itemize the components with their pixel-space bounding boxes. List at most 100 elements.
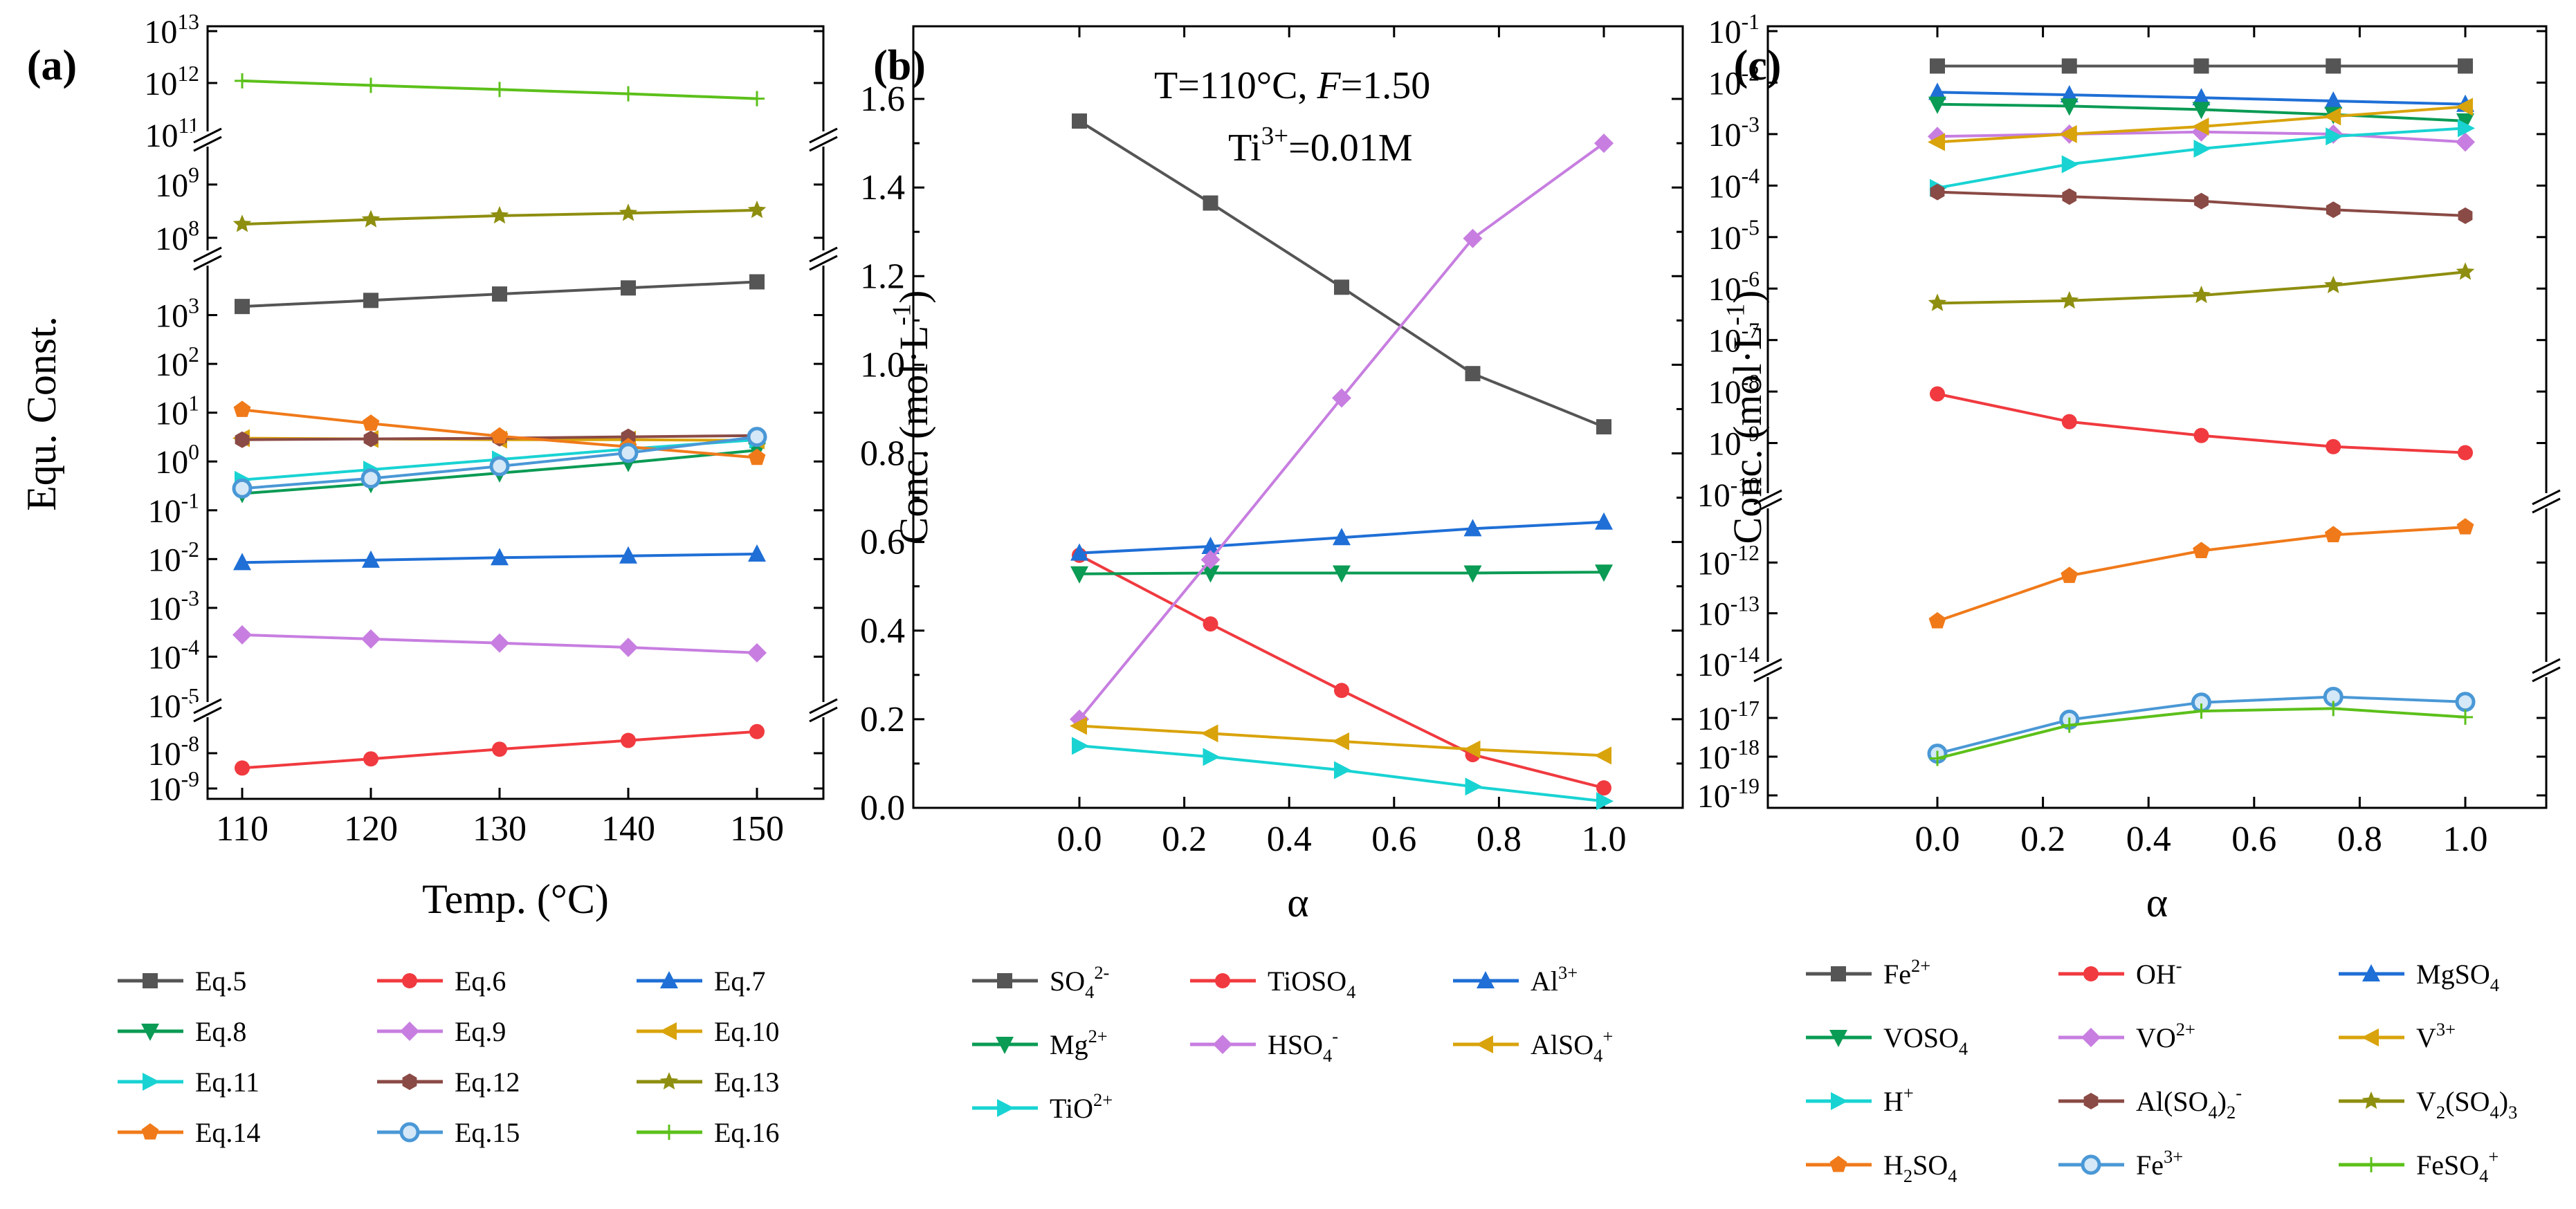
data-point <box>1070 566 1088 584</box>
data-point <box>1334 683 1349 699</box>
data-point <box>2456 132 2475 152</box>
data-point <box>619 203 638 221</box>
legend-label: TiOSO4​ <box>1268 966 1355 1002</box>
panel-b-ylabel: Conc. (mol·L-1​) <box>888 290 936 544</box>
legend-label: Eq.7 <box>714 966 765 997</box>
data-point <box>1928 82 1946 100</box>
panel-c-xlabel: α <box>2146 880 2168 925</box>
data-point <box>1595 512 1613 530</box>
series-fe2- <box>1930 58 2473 74</box>
data-point <box>1203 616 1218 632</box>
axis-break-slash <box>809 255 838 271</box>
legend-entry: TiO2+​ <box>972 1089 1113 1124</box>
data-point <box>1463 519 1482 537</box>
legend-swatch-marker <box>1477 971 1495 988</box>
legend-entry: Eq.13 <box>637 1067 779 1098</box>
data-point <box>749 723 765 739</box>
data-point <box>1594 746 1611 765</box>
axis-break-mark <box>808 698 839 723</box>
legend-entry: FeSO4​+​ <box>2339 1146 2499 1186</box>
series-hso4- <box>1070 133 1614 729</box>
legend-entry: V3+​ <box>2339 1019 2456 1053</box>
legend-swatch-marker <box>997 973 1012 988</box>
y-tick-label: 0.2 <box>860 700 905 739</box>
data-point <box>2191 118 2209 136</box>
data-point <box>1928 612 1946 629</box>
data-point <box>1928 293 1947 311</box>
data-point <box>1072 737 1089 755</box>
legend-swatch-marker <box>661 1125 677 1140</box>
legend-entry: Mg2+​ <box>972 1026 1108 1060</box>
legend-label: TiO2+​ <box>1050 1089 1113 1124</box>
series-al3- <box>1070 512 1613 561</box>
panel-b-annotation: T=110°C, F=1.50 Ti3+​=0.01M <box>1154 64 1430 169</box>
legend-swatch-marker <box>402 973 417 988</box>
data-point <box>2192 88 2211 106</box>
legend-entry: Eq.10 <box>637 1016 779 1047</box>
data-point <box>2326 127 2344 146</box>
data-point <box>490 633 509 653</box>
y-tick-label: 0.4 <box>860 611 905 651</box>
series-h2so4 <box>1928 518 2474 629</box>
data-point <box>2060 290 2079 309</box>
data-point <box>1930 183 1945 201</box>
legend-swatch-marker <box>2362 964 2380 981</box>
data-point <box>748 544 766 562</box>
data-point <box>2456 113 2474 131</box>
y-tick-label: 0.0 <box>860 788 905 828</box>
data-point <box>1201 537 1220 555</box>
data-point <box>2326 439 2341 454</box>
data-point <box>235 431 250 448</box>
legend-label: AlSO4​+​ <box>1531 1026 1613 1066</box>
y-tick-label: 10-5​ <box>1708 216 1760 257</box>
axis-break-slash <box>2532 489 2561 506</box>
axis-break-mark <box>2531 489 2561 514</box>
data-point <box>363 430 378 447</box>
legend-entry: AlSO4​+​ <box>1453 1026 1613 1066</box>
x-tick-label: 1.0 <box>1582 820 1627 859</box>
y-tick-label: 1011​ <box>145 113 200 154</box>
legend-label: VOSO4​ <box>1883 1022 1968 1059</box>
data-point <box>2456 262 2475 280</box>
legend-entry: H+​ <box>1806 1082 1914 1117</box>
data-point <box>2193 140 2211 158</box>
data-point <box>2192 286 2211 304</box>
legend-entry: VOSO4​ <box>1806 1022 1968 1059</box>
data-point <box>621 86 636 102</box>
data-point <box>747 643 767 663</box>
panel-c-legend: Fe2+​ OH-​ MgSO4​ VOSO4​ VO2+​ V3+​ H+​ Al(SO4​… <box>1806 955 2517 1186</box>
panel-b-xaxis: 0.0 0.2 0.4 0.6 0.8 1.0 <box>1057 26 1627 859</box>
y-tick-label: 100​ <box>155 440 199 481</box>
data-point <box>749 91 765 107</box>
data-point <box>363 293 378 308</box>
panel-c-frame <box>1766 25 2548 809</box>
x-tick-label: 150 <box>730 809 784 849</box>
y-tick-label: 1013​ <box>144 10 199 50</box>
data-point <box>1463 565 1482 583</box>
data-point <box>233 553 251 571</box>
data-point <box>1930 750 1945 766</box>
data-point <box>2060 85 2079 103</box>
panel-c-xaxis: 0.0 0.2 0.4 0.6 0.8 1.0 <box>1915 26 2488 859</box>
data-point <box>1463 740 1481 759</box>
data-point <box>1596 419 1611 435</box>
data-point <box>2192 102 2211 120</box>
data-point <box>2458 58 2473 74</box>
legend-entry: Fe3+​ <box>2058 1146 2183 1181</box>
data-point <box>2324 526 2342 542</box>
axis-break-slash <box>1753 489 1782 506</box>
x-tick-label: 0.4 <box>1267 820 1312 859</box>
data-point <box>2456 98 2473 116</box>
y-tick-label: 1.4 <box>860 168 905 207</box>
data-point <box>233 400 251 417</box>
y-tick-label: 10-2​ <box>148 537 199 578</box>
legend-swatch-marker <box>996 1037 1014 1054</box>
legend-entry: Fe2+​ <box>1806 955 1930 990</box>
panel-c-ylabel: Conc. (mol·L-1​) <box>1721 290 1770 544</box>
series-eq-9 <box>232 625 767 663</box>
y-tick-label: 10-3​ <box>148 587 199 627</box>
data-point <box>1595 564 1613 582</box>
y-tick-label: 103​ <box>155 293 199 334</box>
data-point <box>1930 386 1945 402</box>
data-point <box>748 448 766 465</box>
